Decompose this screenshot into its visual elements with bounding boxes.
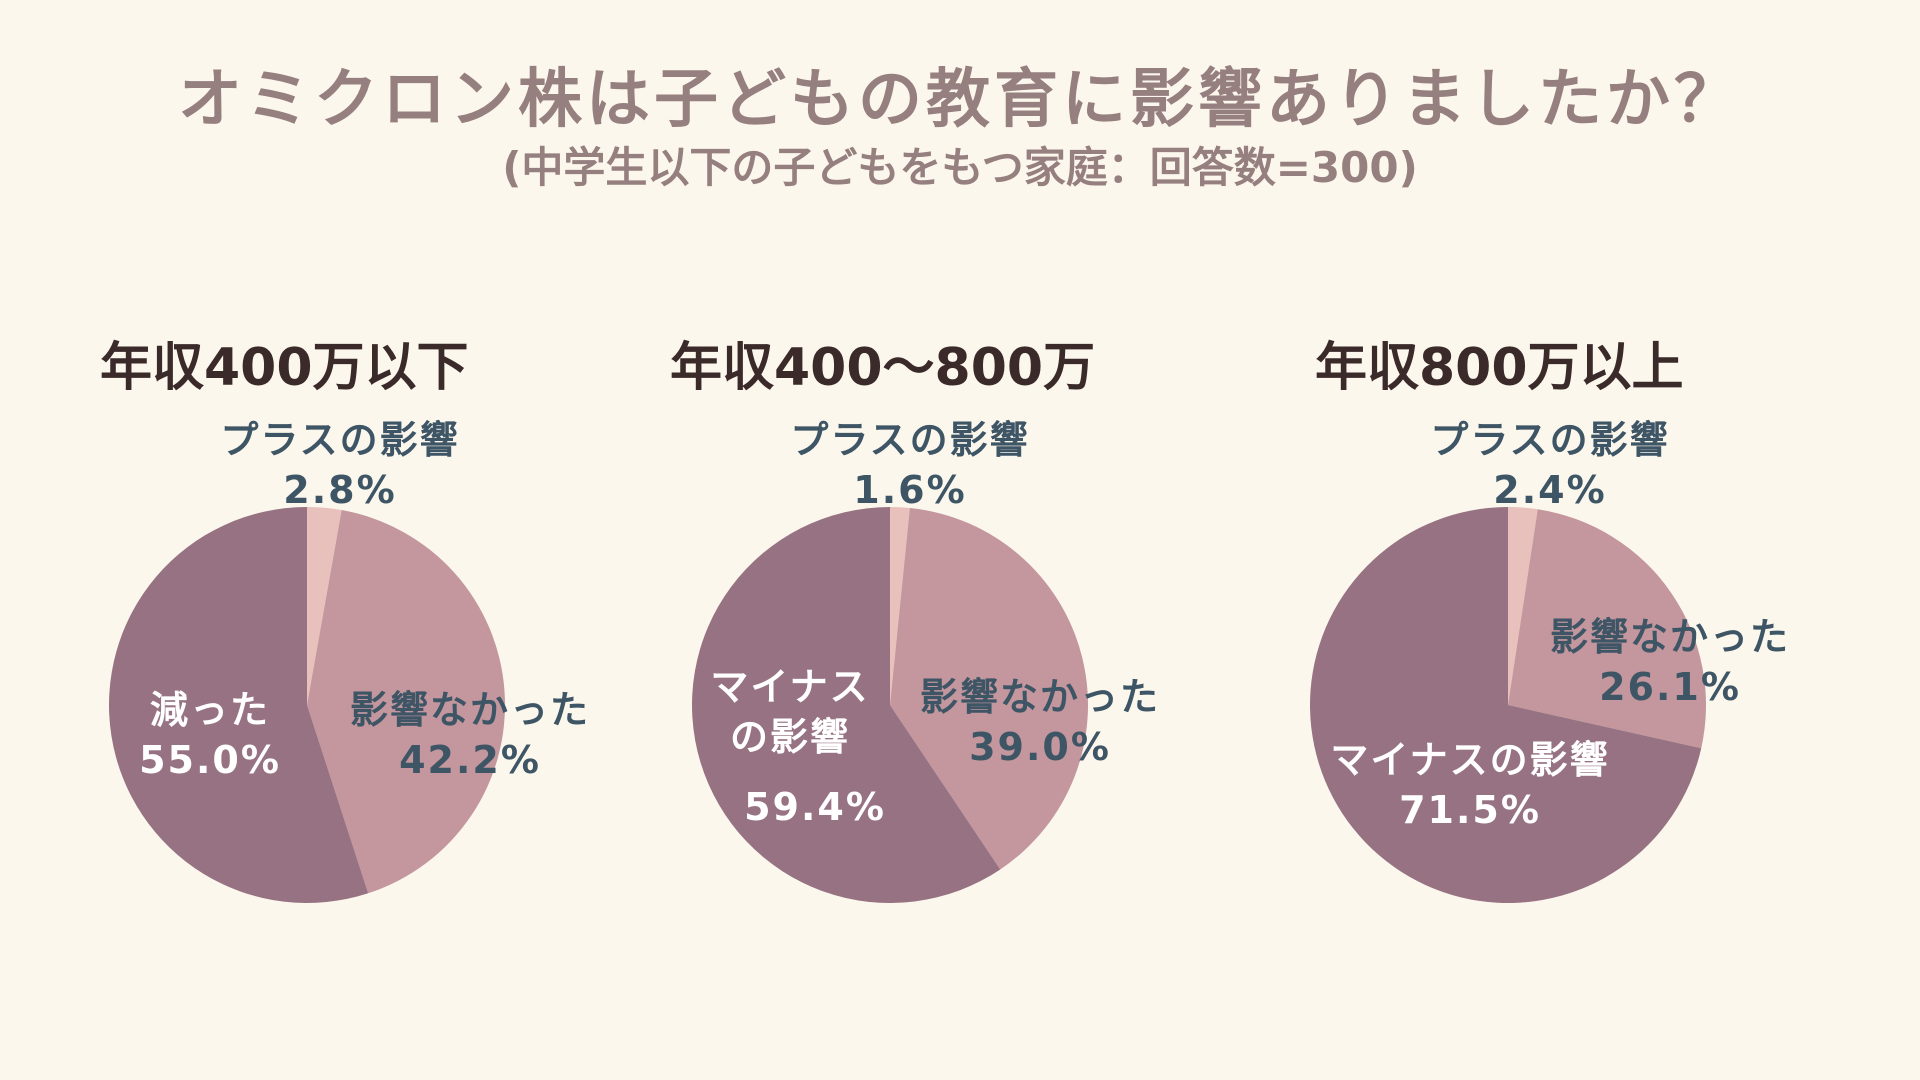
pie-chart-income-under-400 <box>109 507 505 903</box>
pie-2-plus-value: 1.6% <box>853 468 967 512</box>
pie-1-title: 年収400万以下 <box>100 338 469 398</box>
page-title: オミクロン株は子どもの教育に影響ありましたか？ <box>178 63 1742 137</box>
pie-2-slice-minus <box>692 507 1001 903</box>
pie-3-minus-value: 71.5% <box>1399 788 1541 832</box>
pie-1-slice-none <box>307 510 505 894</box>
pie-1-plus-value: 2.8% <box>283 468 397 512</box>
pie-1-slice-minus <box>109 507 369 903</box>
pie-3-plus-name: プラスの影響 <box>1430 418 1670 462</box>
pie-1-none-value: 42.2% <box>399 738 541 782</box>
pie-chart-income-400-800 <box>692 507 1088 903</box>
pie-chart-income-over-800 <box>1310 507 1706 903</box>
pie-2-none-value: 39.0% <box>969 725 1111 769</box>
pie-1-slice-plus <box>307 507 342 705</box>
pie-2-plus-name: プラスの影響 <box>790 418 1030 462</box>
pie-2-none-name: 影響なかった <box>919 675 1160 719</box>
pie-2-slice-plus <box>890 507 910 705</box>
pie-1-none-name: 影響なかった <box>349 688 590 732</box>
pie-1-plus-name: プラスの影響 <box>220 418 460 462</box>
pie-3-none-value: 26.1% <box>1599 665 1741 709</box>
pie-2-label-plus: プラスの影響 1.6% <box>750 415 1070 515</box>
pie-1-minus-name: 減った <box>149 688 270 732</box>
pie-3-none-name: 影響なかった <box>1549 615 1790 659</box>
pie-2-minus-value: 59.4% <box>744 785 886 829</box>
pie-2-label-minus: マイナスの影響 59.4% <box>690 662 890 832</box>
pie-3-plus-value: 2.4% <box>1493 468 1607 512</box>
pie-2-minus-name: マイナスの影響 <box>710 665 870 759</box>
page-subtitle: (中学生以下の子どもをもつ家庭：回答数=300) <box>502 143 1418 192</box>
pie-1-label-minus: 減った 55.0% <box>110 685 310 785</box>
pie-3-label-plus: プラスの影響 2.4% <box>1390 415 1710 515</box>
pie-3-slice-minus <box>1310 507 1702 903</box>
pie-3-label-none: 影響なかった 26.1% <box>1520 612 1820 712</box>
pie-1-minus-value: 55.0% <box>139 738 281 782</box>
pie-3-title: 年収800万以上 <box>1315 338 1684 398</box>
pie-3-label-minus: マイナスの影響 71.5% <box>1310 735 1630 835</box>
pie-3-slice-plus <box>1508 507 1538 705</box>
pie-1-label-plus: プラスの影響 2.8% <box>180 415 500 515</box>
pie-2-title: 年収400〜800万 <box>670 338 1096 398</box>
pie-2-slice-none <box>890 507 1088 870</box>
pie-3-slice-none <box>1508 509 1706 749</box>
pie-3-minus-name: マイナスの影響 <box>1330 738 1610 782</box>
pie-2-label-none: 影響なかった 39.0% <box>900 672 1180 772</box>
pie-1-label-none: 影響なかった 42.2% <box>320 685 620 785</box>
